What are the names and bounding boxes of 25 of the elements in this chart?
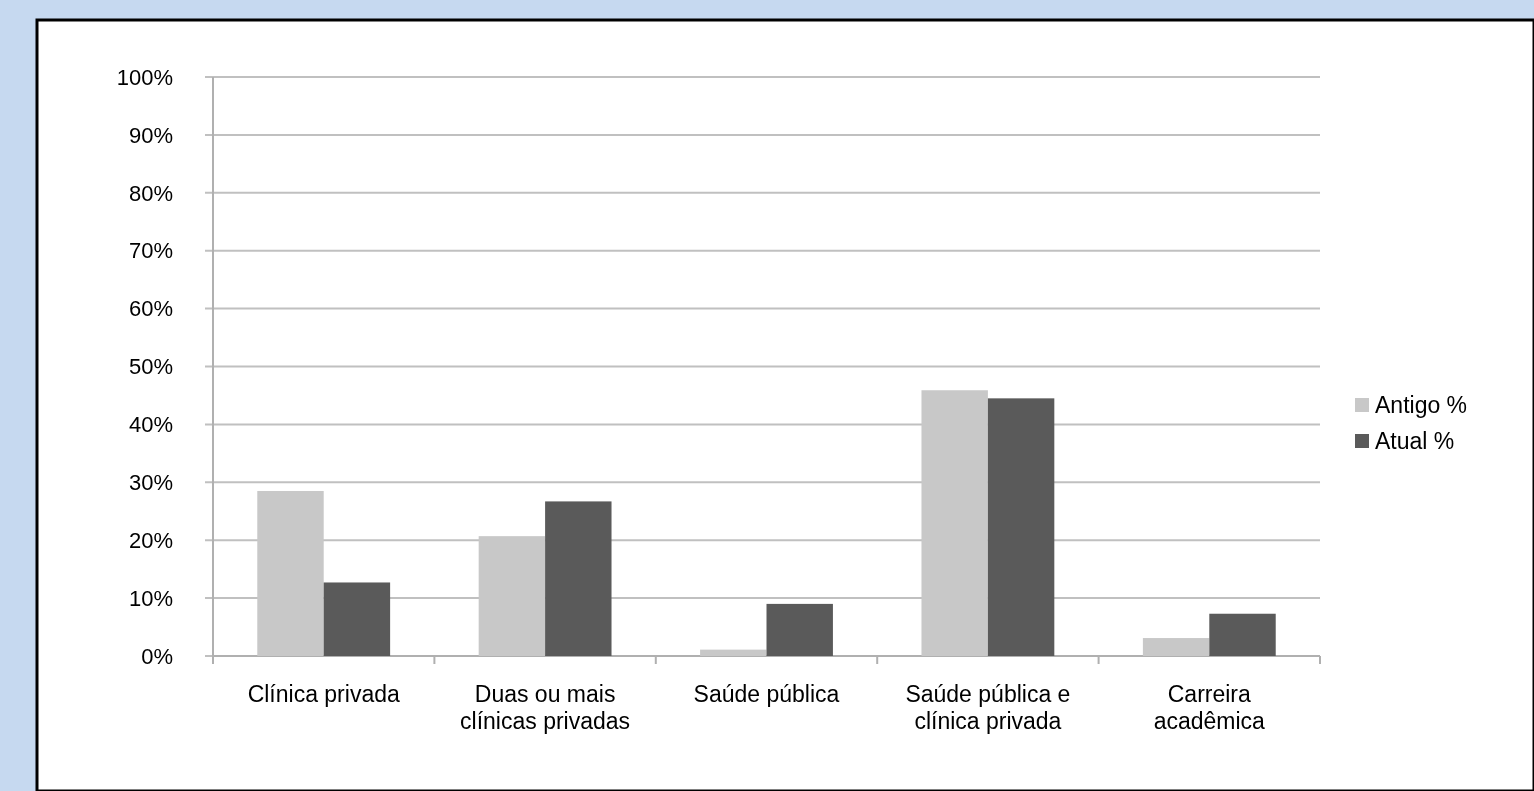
y-tick-label: 100% <box>116 64 173 90</box>
x-tick-label: Saúde pública e clínica privada <box>905 681 1071 734</box>
bar <box>545 501 612 656</box>
y-tick-label: 20% <box>128 527 173 553</box>
y-tick-label: 50% <box>128 354 173 380</box>
x-tick-label: Duas ou mais clínicas privadas <box>460 681 631 734</box>
x-tick-label: Clínica privada <box>247 681 400 707</box>
y-tick-label: 40% <box>128 412 173 438</box>
x-tick-label: Carreira acadêmica <box>1153 681 1266 734</box>
bar <box>1209 613 1276 656</box>
y-tick-label: 30% <box>128 470 173 495</box>
x-tick-label: Saúde pública <box>693 681 840 707</box>
legend-label: Antigo % <box>1375 392 1468 419</box>
y-tick-label: 80% <box>128 180 173 206</box>
bar <box>987 398 1055 656</box>
bar <box>766 603 833 656</box>
bar <box>1142 638 1210 656</box>
bar <box>700 649 767 656</box>
legend-label: Atual % <box>1375 428 1455 455</box>
bar <box>323 582 391 656</box>
y-tick-label: 0% <box>141 643 173 669</box>
y-tick-label: 90% <box>128 122 173 148</box>
y-tick-label: 70% <box>128 238 173 264</box>
y-tick-label: 60% <box>128 296 173 322</box>
y-tick-label: 10% <box>128 585 173 611</box>
